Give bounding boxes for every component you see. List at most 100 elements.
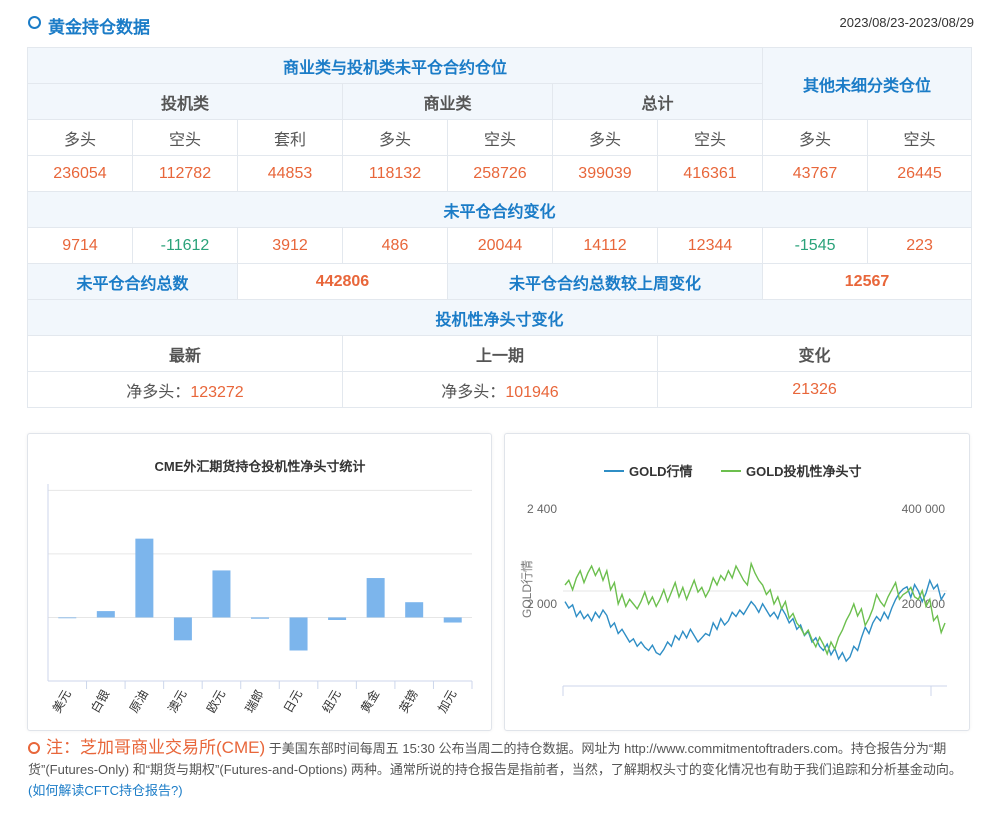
chg-spec-spread: 3912 xyxy=(237,227,343,264)
col-total-long: 多头 xyxy=(552,119,658,156)
y-tick-left-top: 2 400 xyxy=(527,502,557,516)
fx-net-position-bar-chart: CME外汇期货持仓投机性净头寸统计 美元 白银 原油 澳元 欧元 瑞郎 日元 纽元 黄金 英镑 加元 xyxy=(47,459,473,716)
changes-row: 9714 -11612 3912 486 20044 14112 12344 -… xyxy=(27,227,973,264)
oi-change-label: 未平仓合约总数较上周变化 xyxy=(446,263,764,300)
series-line-1[interactable] xyxy=(564,578,946,663)
bar-3[interactable] xyxy=(135,538,154,618)
col-spec-spread: 套利 xyxy=(237,119,343,156)
footnote: 注：芝加哥商业交易所(CME) 于美国东部时间每周五 15:30 公布当周二的持… xyxy=(28,737,974,801)
x-tick-label: 美元 xyxy=(50,688,74,716)
fx-net-position-chart-panel: CME外汇期货持仓投机性净头寸统计 美元 白银 原油 澳元 欧元 瑞郎 日元 纽元 黄金 英镑 加元 xyxy=(27,433,492,731)
section-main-header: 商业类与投机类未平仓合约仓位 xyxy=(26,47,764,84)
bar-11[interactable] xyxy=(443,617,462,623)
cftc-guide-link[interactable]: (如何解读CFTC持仓报告?) xyxy=(28,783,183,798)
bar-10[interactable] xyxy=(405,602,424,618)
series-line-2[interactable] xyxy=(564,561,946,656)
cot-positions-table: 商业类与投机类未平仓合约仓位 其他未细分类仓位 投机类 商业类 总计 多头 空头… xyxy=(26,47,973,408)
net-prev-cell: 净多头：101946 xyxy=(342,371,658,408)
chg-other-short: 223 xyxy=(867,227,973,264)
bar-6[interactable] xyxy=(251,617,269,619)
y-axis-label: GOLD行情 xyxy=(520,560,534,618)
x-tick-label: 原油 xyxy=(127,688,151,716)
oi-total-value: 442806 xyxy=(237,263,448,300)
net-latest-cell: 净多头：123272 xyxy=(27,371,343,408)
chg-spec-short: -11612 xyxy=(132,227,238,264)
x-tick-label: 黄金 xyxy=(357,687,382,715)
net-change-value: 21326 xyxy=(656,371,973,408)
chg-spec-long: 9714 xyxy=(27,227,133,264)
col-other-short: 空头 xyxy=(867,119,973,156)
bar-4[interactable] xyxy=(173,617,192,641)
pos-comm-long: 118132 xyxy=(342,155,448,192)
bar-5[interactable] xyxy=(212,570,231,618)
net-value-row: 净多头：123272 净多头：101946 21326 xyxy=(27,371,973,408)
bar-1[interactable] xyxy=(58,617,77,619)
chg-comm-short: 20044 xyxy=(447,227,553,264)
pos-spec-spread: 44853 xyxy=(237,155,343,192)
pos-other-long: 43767 xyxy=(762,155,869,192)
chg-comm-long: 486 xyxy=(342,227,448,264)
chg-other-long: -1545 xyxy=(762,227,869,264)
page-title: 黄金持仓数据 xyxy=(48,18,150,37)
net-latest-label: 最新 xyxy=(27,335,343,372)
x-tick-label: 瑞郎 xyxy=(242,688,266,716)
page-header: 黄金持仓数据 2023/08/23-2023/08/29 xyxy=(28,12,974,37)
pos-total-long: 399039 xyxy=(552,155,658,192)
positions-row: 236054 112782 44853 118132 258726 399039… xyxy=(27,155,973,192)
bar-9[interactable] xyxy=(366,578,385,618)
x-tick-label: 澳元 xyxy=(165,688,189,716)
group-comm-header: 商业类 xyxy=(342,83,553,120)
x-tick-label: 欧元 xyxy=(204,688,228,716)
x-tick-label: 白银 xyxy=(87,687,112,715)
date-range: 2023/08/23-2023/08/29 xyxy=(839,15,974,30)
x-tick-label: 纽元 xyxy=(320,688,344,716)
legend-gold-position[interactable]: GOLD投机性净头寸 xyxy=(746,464,862,479)
section-other-header: 其他未细分类仓位 xyxy=(762,47,973,120)
x-tick-label: 加元 xyxy=(435,688,459,716)
col-comm-short: 空头 xyxy=(447,119,553,156)
net-position-header: 投机性净头寸变化 xyxy=(26,299,973,336)
chg-total-short: 12344 xyxy=(656,227,764,264)
gold-price-position-chart-panel: GOLD行情 GOLD投机性净头寸 2 400 2 000 400 000 20… xyxy=(504,433,970,731)
col-total-short: 空头 xyxy=(656,119,764,156)
net-latest-value: 123272 xyxy=(190,383,244,401)
col-comm-long: 多头 xyxy=(342,119,448,156)
changes-header: 未平仓合约变化 xyxy=(26,191,973,228)
bar-2[interactable] xyxy=(96,611,115,618)
y-tick-right-top: 400 000 xyxy=(902,502,946,516)
net-long-prefix: 净多头： xyxy=(441,383,506,401)
net-prev-value: 101946 xyxy=(505,383,559,401)
legend-gold-price[interactable]: GOLD行情 xyxy=(629,464,693,479)
net-label-row: 最新 上一期 变化 xyxy=(27,335,973,372)
y-tick-left-mid: 2 000 xyxy=(527,597,557,611)
group-spec-header: 投机类 xyxy=(27,83,343,120)
pos-comm-short: 258726 xyxy=(447,155,553,192)
gold-price-position-line-chart: GOLD行情 GOLD投机性净头寸 2 400 2 000 400 000 20… xyxy=(520,464,947,696)
col-spec-long: 多头 xyxy=(27,119,133,156)
net-change-label: 变化 xyxy=(656,335,973,372)
pos-total-short: 416361 xyxy=(656,155,764,192)
net-long-prefix: 净多头： xyxy=(126,383,191,401)
circle-bullet-icon xyxy=(28,16,41,29)
note-circle-icon xyxy=(28,742,40,754)
pos-spec-short: 112782 xyxy=(132,155,238,192)
bar-chart-title: CME外汇期货持仓投机性净头寸统计 xyxy=(155,459,366,474)
chg-total-long: 14112 xyxy=(552,227,658,264)
bar-8[interactable] xyxy=(328,617,347,620)
group-total-header: 总计 xyxy=(551,83,764,120)
x-tick-label: 英镑 xyxy=(396,687,421,715)
col-other-long: 多头 xyxy=(762,119,869,156)
x-tick-label: 日元 xyxy=(281,688,305,716)
oi-total-label: 未平仓合约总数 xyxy=(27,263,238,300)
column-header-row: 多头 空头 套利 多头 空头 多头 空头 多头 空头 xyxy=(27,119,973,156)
net-prev-label: 上一期 xyxy=(342,335,658,372)
note-body: 于美国东部时间每周五 15:30 公布当周二的持仓数据。网址为 http://w… xyxy=(28,741,962,777)
note-head: 注：芝加哥商业交易所(CME) xyxy=(46,738,266,757)
oi-change-value: 12567 xyxy=(762,263,973,300)
pos-other-short: 26445 xyxy=(867,155,973,192)
chart-legend[interactable]: GOLD行情 GOLD投机性净头寸 xyxy=(604,464,862,479)
open-interest-row: 未平仓合约总数 442806 未平仓合约总数较上周变化 12567 xyxy=(27,263,973,300)
y-tick-right-mid: 200 000 xyxy=(902,597,946,611)
bar-7[interactable] xyxy=(289,617,308,651)
col-spec-short: 空头 xyxy=(132,119,238,156)
